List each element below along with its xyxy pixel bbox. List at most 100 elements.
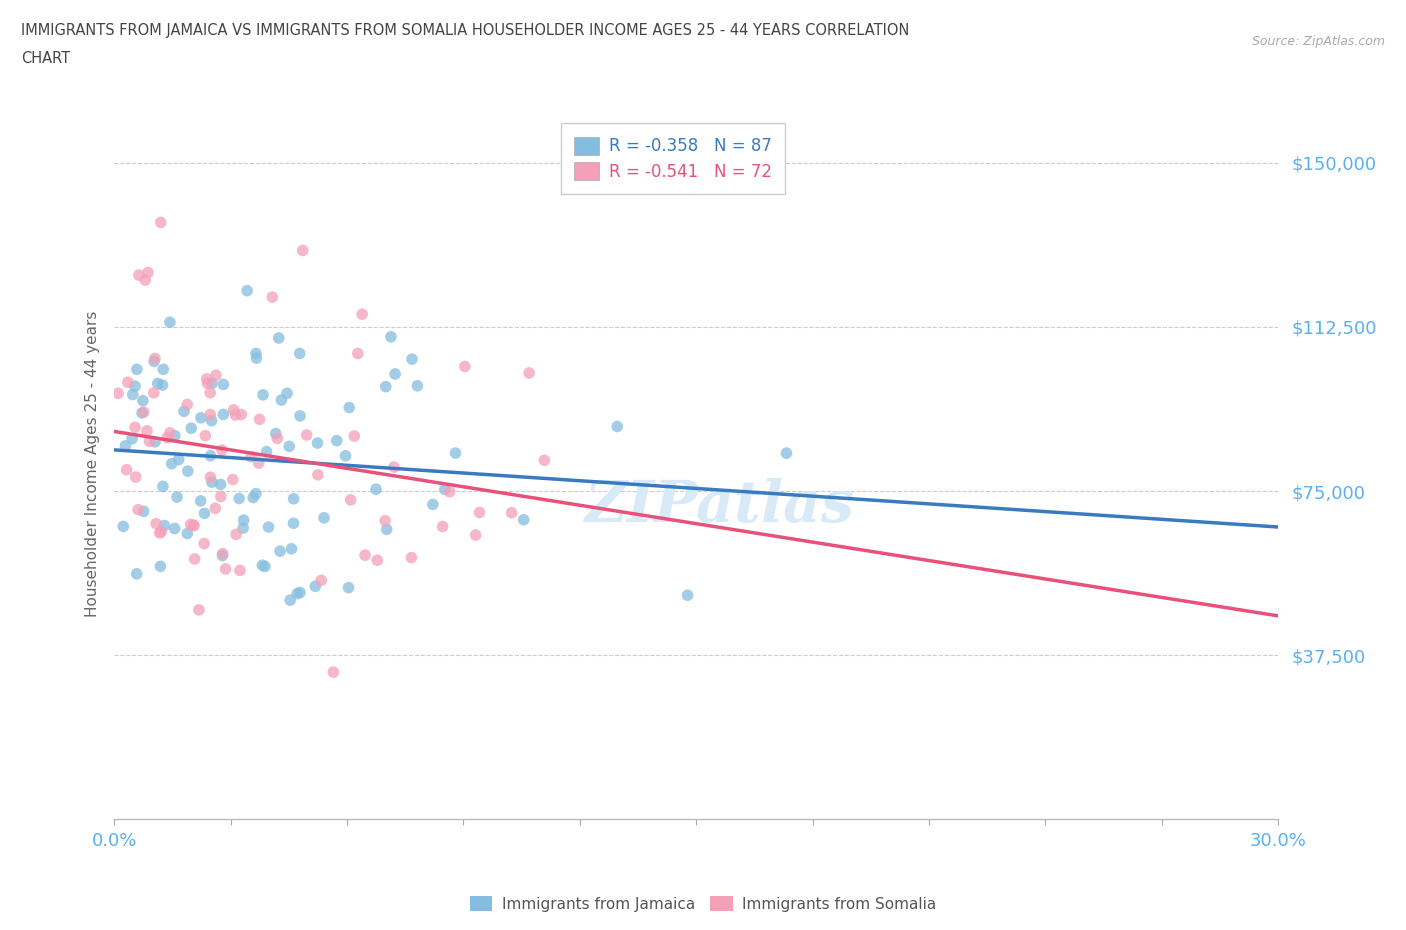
Point [200, 407, 222, 422]
Text: ZIPatlas: ZIPatlas [585, 478, 855, 535]
Point [176, 526, 198, 541]
Point [252, 388, 274, 403]
Point [143, 351, 166, 365]
Point [278, 439, 301, 454]
Point [138, 434, 160, 449]
Point [339, 492, 361, 507]
Legend: Immigrants from Jamaica, Immigrants from Somalia: Immigrants from Jamaica, Immigrants from… [464, 889, 942, 918]
Point [152, 378, 174, 392]
Point [195, 371, 218, 386]
Point [180, 420, 202, 435]
Point [276, 386, 298, 401]
Point [366, 552, 388, 567]
Point [285, 586, 308, 601]
Point [337, 400, 360, 415]
Point [517, 365, 540, 380]
Point [382, 459, 405, 474]
Point [307, 468, 329, 483]
Point [242, 490, 264, 505]
Point [152, 479, 174, 494]
Point [136, 265, 159, 280]
Point [124, 419, 146, 434]
Point [288, 585, 311, 600]
Point [134, 272, 156, 287]
Point [232, 521, 254, 536]
Point [364, 482, 387, 497]
Point [337, 580, 360, 595]
Point [352, 307, 374, 322]
Point [193, 536, 215, 551]
Point [159, 425, 181, 440]
Point [775, 445, 797, 460]
Point [183, 518, 205, 533]
Point [267, 330, 290, 345]
Point [304, 578, 326, 593]
Point [249, 412, 271, 427]
Point [131, 405, 153, 420]
Point [163, 521, 186, 536]
Point [200, 413, 222, 428]
Point [125, 566, 148, 581]
Point [160, 457, 183, 472]
Point [194, 428, 217, 443]
Point [278, 592, 301, 607]
Point [347, 346, 370, 361]
Point [149, 559, 172, 574]
Point [212, 407, 235, 422]
Point [200, 385, 222, 400]
Point [231, 407, 253, 422]
Point [232, 512, 254, 527]
Point [240, 449, 263, 464]
Point [309, 573, 332, 588]
Point [269, 544, 291, 559]
Point [401, 352, 423, 366]
Point [374, 379, 396, 394]
Point [107, 386, 129, 401]
Point [173, 404, 195, 418]
Point [245, 346, 267, 361]
Point [295, 428, 318, 443]
Point [406, 379, 429, 393]
Point [153, 518, 176, 533]
Point [214, 562, 236, 577]
Point [143, 354, 166, 369]
Point [121, 387, 143, 402]
Point [211, 546, 233, 561]
Point [322, 665, 344, 680]
Point [270, 392, 292, 407]
Point [136, 423, 159, 438]
Point [252, 558, 274, 573]
Point [117, 375, 139, 390]
Point [159, 315, 181, 330]
Point [143, 434, 166, 449]
Point [468, 505, 491, 520]
Point [150, 525, 173, 539]
Point [197, 376, 219, 391]
Point [266, 431, 288, 445]
Point [247, 456, 270, 471]
Point [145, 516, 167, 531]
Point [439, 485, 461, 499]
Point [374, 513, 396, 528]
Point [201, 376, 224, 391]
Point [177, 464, 200, 479]
Point [115, 462, 138, 477]
Point [401, 551, 423, 565]
Point [288, 408, 311, 423]
Y-axis label: Householder Income Ages 25 - 44 years: Householder Income Ages 25 - 44 years [86, 311, 100, 617]
Point [444, 445, 467, 460]
Point [193, 506, 215, 521]
Point [132, 393, 155, 408]
Text: Source: ZipAtlas.com: Source: ZipAtlas.com [1251, 35, 1385, 48]
Point [283, 491, 305, 506]
Point [121, 432, 143, 446]
Point [187, 603, 209, 618]
Point [257, 520, 280, 535]
Point [533, 453, 555, 468]
Text: IMMIGRANTS FROM JAMAICA VS IMMIGRANTS FROM SOMALIA HOUSEHOLDER INCOME AGES 25 - : IMMIGRANTS FROM JAMAICA VS IMMIGRANTS FR… [21, 23, 910, 38]
Point [112, 519, 135, 534]
Point [180, 517, 202, 532]
Point [167, 452, 190, 467]
Point [212, 377, 235, 392]
Point [256, 445, 278, 459]
